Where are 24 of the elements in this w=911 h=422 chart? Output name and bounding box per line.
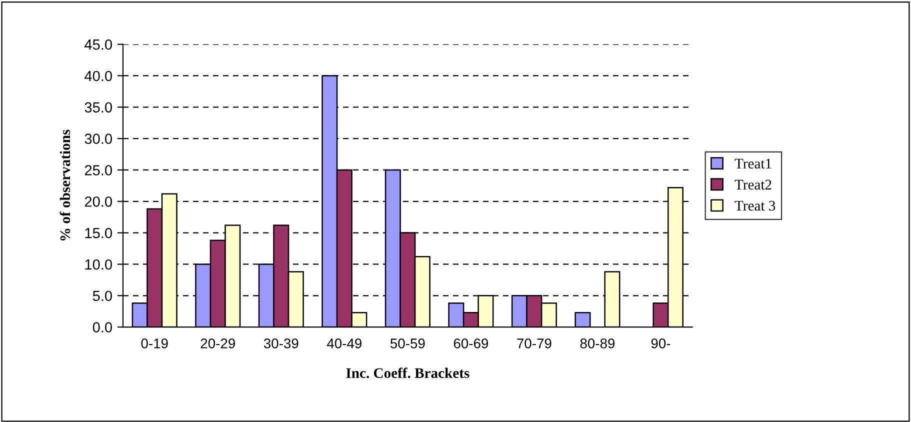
y-axis-title: % of observations bbox=[60, 130, 70, 240]
y-tick-label: 10.0 bbox=[85, 259, 112, 270]
y-tick-label: 15.0 bbox=[85, 228, 112, 238]
y-tick-label: 35.0 bbox=[84, 102, 112, 113]
x-axis-title: Inc. Coeff. Brackets bbox=[346, 368, 470, 378]
y-tick-label: 30.0 bbox=[84, 134, 112, 144]
legend-label: Treat1 bbox=[734, 158, 772, 169]
legend-label: Treat2 bbox=[734, 180, 772, 190]
x-tick-label: 50-59 bbox=[390, 338, 425, 348]
y-tick-label: 25.0 bbox=[84, 165, 112, 176]
y-tick-label: 45.0 bbox=[84, 39, 112, 50]
legend-label: Treat 3 bbox=[734, 200, 776, 211]
x-tick-label: 0-19 bbox=[141, 338, 168, 348]
x-tick-label: 70-79 bbox=[517, 338, 552, 348]
x-tick-label: 40-49 bbox=[326, 338, 362, 348]
y-tick-label: 40.0 bbox=[84, 70, 112, 82]
y-tick-label: 0.0 bbox=[92, 322, 112, 332]
y-tick-label: 5.0 bbox=[92, 290, 112, 302]
x-tick-label: 80-89 bbox=[580, 338, 615, 348]
y-tick-label: 20.0 bbox=[84, 196, 112, 207]
x-tick-label: 60-69 bbox=[454, 338, 488, 348]
x-tick-label: 20-29 bbox=[200, 338, 235, 348]
x-tick-label: 30-39 bbox=[264, 338, 298, 348]
x-tick-label: 90- bbox=[651, 338, 670, 348]
